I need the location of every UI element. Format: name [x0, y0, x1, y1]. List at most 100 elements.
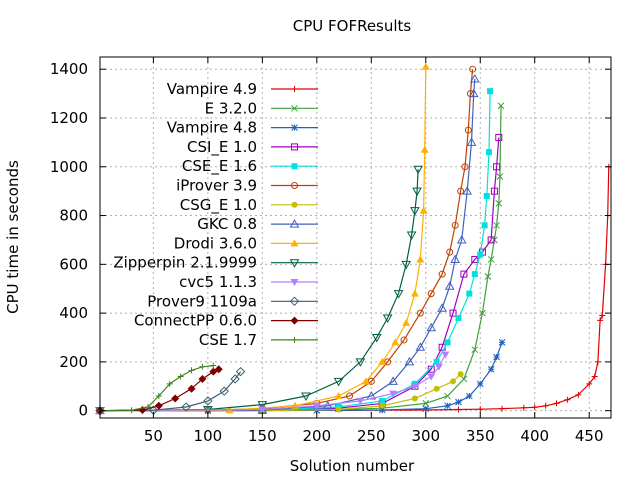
legend-entry: Vampire 4.9	[167, 80, 318, 98]
data-point	[415, 342, 426, 351]
data-point	[460, 375, 468, 383]
legend-label: cvc5 1.1.3	[179, 273, 257, 291]
data-point	[427, 365, 435, 373]
data-point	[542, 402, 549, 409]
data-point	[450, 378, 457, 385]
legend-label: iProver 3.9	[176, 177, 257, 195]
data-point	[289, 219, 300, 228]
data-point	[460, 270, 468, 278]
data-point	[497, 102, 505, 110]
legend-label: Vampire 4.9	[167, 80, 257, 98]
data-point	[203, 396, 213, 406]
data-point	[455, 406, 462, 413]
y-tick-label: 600	[59, 255, 88, 273]
data-point	[214, 365, 223, 374]
data-point	[171, 394, 180, 403]
legend-entry: Zipperpin 2.1.9999	[113, 254, 318, 272]
data-point	[367, 377, 375, 385]
series	[96, 365, 223, 415]
data-point	[487, 236, 495, 244]
series	[97, 362, 217, 414]
data-point	[391, 338, 400, 346]
data-point	[495, 133, 503, 141]
data-point	[312, 402, 321, 410]
data-point	[498, 339, 506, 346]
data-point	[487, 256, 495, 263]
legend-entry: Drodi 3.6.0	[174, 234, 318, 252]
data-point	[410, 383, 419, 391]
x-tick-label: 50	[144, 427, 163, 445]
data-point	[177, 373, 184, 380]
data-point	[289, 296, 300, 307]
data-point	[471, 271, 478, 278]
data-point	[388, 376, 398, 385]
data-point	[291, 336, 298, 343]
data-point	[422, 400, 430, 407]
legend-entry: iProver 3.9	[176, 177, 318, 195]
y-tick-label: 200	[59, 353, 88, 371]
data-point	[382, 314, 393, 324]
data-point	[485, 149, 492, 156]
data-point	[290, 239, 299, 247]
data-point	[379, 402, 386, 409]
x-tick-label: 350	[466, 427, 495, 445]
data-point	[495, 199, 503, 207]
data-point	[493, 163, 501, 171]
x-tick-label: 200	[303, 427, 332, 445]
legend-label: E 3.2.0	[205, 99, 257, 117]
data-point	[198, 374, 207, 383]
x-tick-label: 250	[357, 427, 386, 445]
data-point	[531, 404, 538, 411]
series-line	[100, 105, 502, 412]
legend-label: CSG_E 1.0	[180, 196, 257, 215]
data-point	[437, 303, 447, 312]
data-point	[553, 400, 560, 407]
series	[95, 366, 246, 416]
data-point	[384, 358, 392, 366]
data-point	[187, 384, 196, 393]
data-point	[483, 193, 490, 200]
data-point	[371, 334, 382, 343]
series-line	[99, 69, 474, 412]
data-point	[444, 392, 451, 400]
data-point	[427, 373, 436, 381]
legend-entry: Prover9 1109a	[147, 292, 318, 310]
data-point	[291, 163, 298, 170]
y-tick-label: 1400	[50, 60, 88, 78]
x-axis-label: Solution number	[290, 457, 415, 475]
data-point	[421, 62, 430, 70]
data-point	[469, 65, 477, 73]
data-point	[586, 380, 593, 387]
data-point	[487, 365, 495, 373]
data-point	[434, 363, 443, 371]
series-line	[100, 166, 610, 412]
data-point	[335, 406, 342, 413]
x-tick-label: 400	[520, 427, 549, 445]
legend-entry: GKC 0.8	[197, 215, 318, 233]
y-tick-label: 1000	[50, 158, 88, 176]
data-point	[444, 339, 451, 346]
data-point	[155, 393, 162, 400]
data-point	[346, 392, 354, 400]
data-point	[493, 353, 500, 361]
data-point	[420, 145, 429, 153]
data-point	[496, 173, 504, 180]
data-point	[333, 377, 344, 387]
data-point	[166, 380, 173, 387]
plot-frame	[99, 56, 612, 419]
data-point	[457, 187, 465, 195]
data-point	[499, 405, 506, 412]
x-tick-label: 150	[248, 427, 277, 445]
data-point	[410, 207, 420, 216]
data-point	[389, 390, 398, 398]
data-point	[449, 309, 457, 317]
data-point	[219, 386, 229, 396]
data-point	[462, 186, 473, 195]
data-point	[599, 312, 606, 319]
data-point	[591, 373, 598, 380]
data-point	[257, 401, 268, 410]
data-point	[451, 221, 459, 229]
data-point	[490, 187, 498, 195]
